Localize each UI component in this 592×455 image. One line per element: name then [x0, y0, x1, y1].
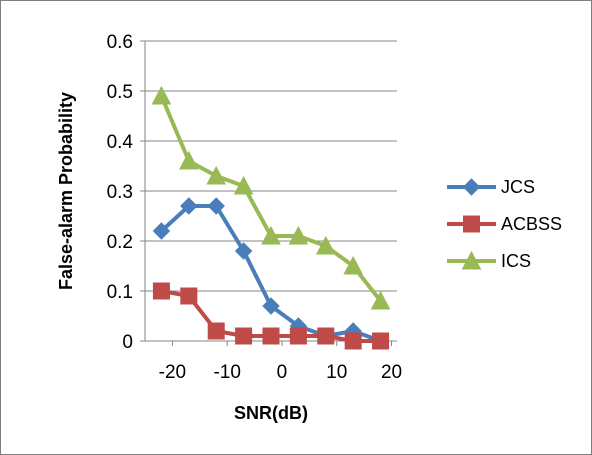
legend-marker	[462, 178, 481, 196]
data-point	[206, 165, 227, 185]
data-point	[235, 327, 253, 345]
y-tick-label: 0.6	[107, 32, 133, 53]
x-tick-label: 0	[277, 362, 288, 383]
y-tick-label: 0.5	[107, 82, 133, 103]
data-point	[315, 235, 336, 255]
y-tick-label: 0.1	[107, 282, 133, 303]
y-tick-label: 0.4	[107, 132, 134, 153]
x-axis-title: SNR(dB)	[234, 403, 308, 423]
series-acbss	[152, 282, 390, 350]
series-group	[151, 85, 391, 350]
data-point	[372, 332, 390, 350]
data-point	[288, 225, 309, 245]
data-point	[317, 327, 335, 345]
y-axis-title: False-alarm Probability	[56, 92, 76, 290]
legend-label: ACBSS	[501, 214, 562, 234]
data-point	[207, 197, 225, 215]
data-point	[262, 327, 280, 345]
data-point	[152, 282, 170, 300]
data-point	[233, 175, 254, 195]
series-ics	[151, 85, 391, 310]
data-point	[207, 322, 225, 340]
x-tick-label: 20	[381, 362, 402, 383]
data-point	[344, 332, 362, 350]
data-point	[289, 327, 307, 345]
data-point	[180, 287, 198, 305]
data-point	[343, 255, 364, 275]
legend-marker	[463, 215, 480, 233]
data-point	[178, 150, 199, 170]
legend-label: ICS	[501, 251, 531, 271]
legend-item: JCS	[447, 177, 535, 197]
legend: JCS ACBSS ICS	[447, 177, 562, 271]
legend-marker	[461, 250, 482, 270]
y-tick-label: 0.3	[107, 182, 133, 203]
data-point	[180, 197, 198, 215]
legend-label: JCS	[501, 177, 535, 197]
data-point	[151, 85, 172, 105]
y-tick-labels: 0 0.1 0.2 0.3 0.4 0.5 0.6	[107, 32, 134, 353]
x-tick-label: 10	[326, 362, 347, 383]
x-tick-label: -20	[159, 362, 186, 383]
y-tick-label: 0	[122, 332, 133, 353]
y-tick-label: 0.2	[107, 232, 133, 253]
data-point	[234, 242, 253, 260]
data-point	[261, 225, 281, 245]
data-point	[262, 297, 280, 315]
data-point	[370, 290, 391, 310]
legend-item: ACBSS	[447, 214, 562, 234]
x-tick-label: -10	[213, 362, 240, 383]
data-point	[152, 222, 171, 240]
legend-item: ICS	[447, 250, 531, 271]
x-tick-labels: -20 -10 0 10 20	[159, 362, 402, 383]
